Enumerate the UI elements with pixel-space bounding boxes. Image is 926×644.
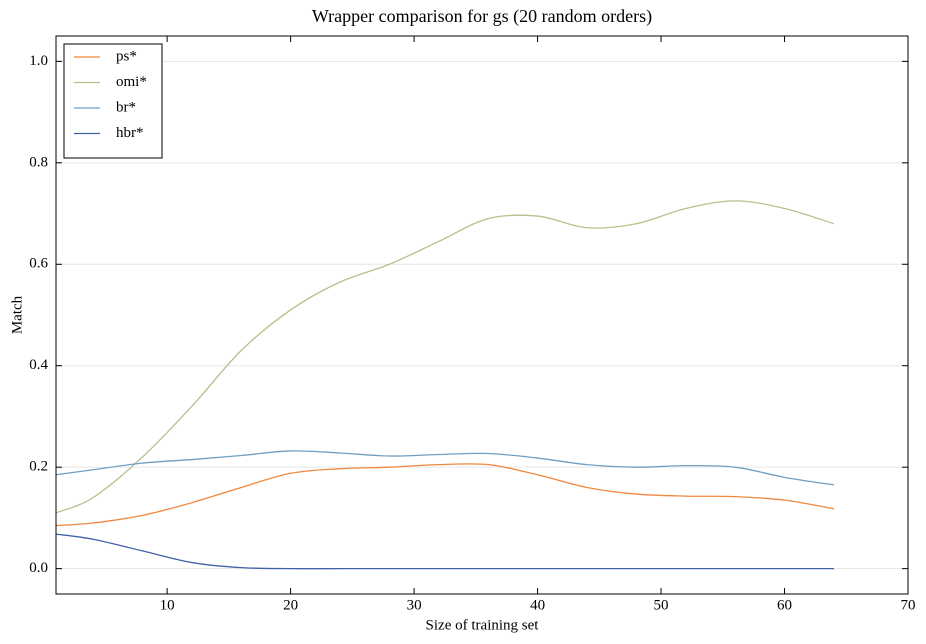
y-tick-label: 0.4 (29, 357, 48, 373)
x-tick-label: 10 (160, 597, 175, 613)
y-tick-label: 0.0 (29, 560, 48, 576)
x-axis-label: Size of training set (426, 617, 540, 633)
line-series (55, 533, 834, 570)
line-series (55, 463, 835, 527)
line-series (55, 200, 835, 514)
x-tick-label: 70 (901, 597, 916, 613)
x-tick-label: 50 (654, 597, 669, 613)
y-axis-label: Match (9, 295, 25, 334)
legend-label: br* (116, 99, 136, 115)
plot-frame (55, 35, 909, 595)
legend-label: hbr* (116, 125, 144, 141)
y-tick-label: 0.8 (29, 154, 48, 170)
line-series (55, 450, 835, 486)
y-tick-label: 0.6 (29, 256, 48, 272)
x-tick-label: 30 (407, 597, 422, 613)
x-tick-label: 20 (283, 597, 298, 613)
y-tick-label: 1.0 (29, 53, 48, 69)
legend-label: ps* (116, 48, 137, 64)
legend-box (63, 43, 163, 159)
y-tick-label: 0.2 (29, 459, 48, 475)
chart-title: Wrapper comparison for gs (20 random ord… (312, 6, 652, 27)
x-tick-label: 60 (777, 597, 792, 613)
x-tick-label: 40 (530, 597, 545, 613)
legend-label: omi* (116, 74, 147, 90)
